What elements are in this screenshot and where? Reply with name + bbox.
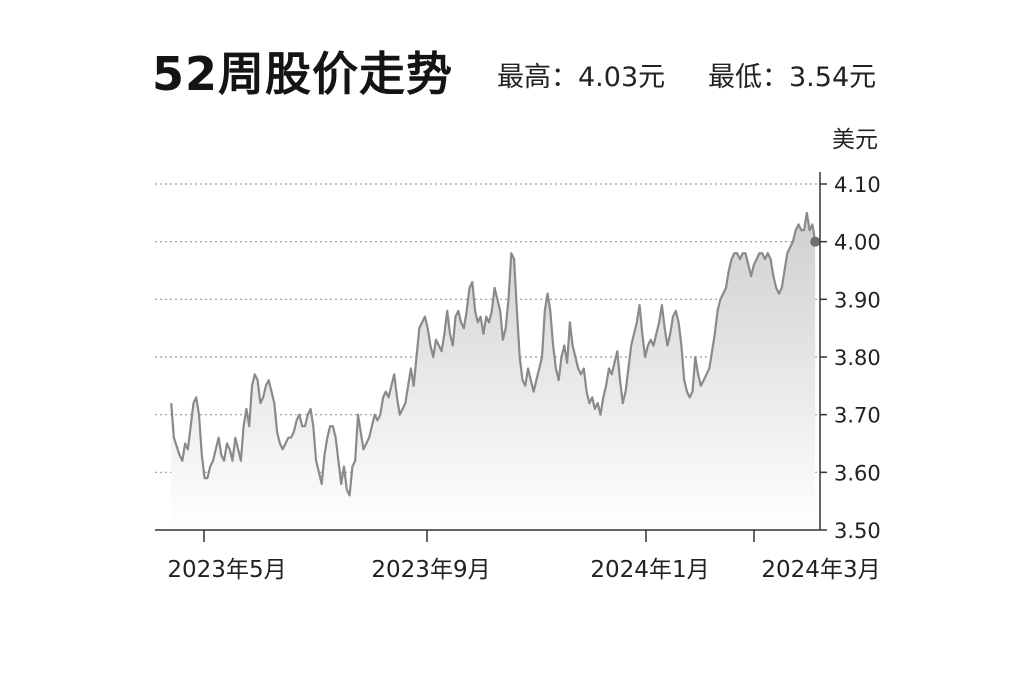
y-tick-label: 3.80 — [834, 346, 881, 370]
y-tick-label: 3.90 — [834, 288, 881, 312]
last-price-marker — [810, 236, 821, 247]
chart-title: 52周股价走势 — [152, 47, 454, 101]
x-tick-labels: 2023年5月 2023年9月 2024年1月 2024年3月 — [167, 530, 881, 583]
y-tick-label: 3.60 — [834, 461, 881, 485]
y-tick-label: 3.70 — [834, 404, 881, 428]
high-price-label: 最高：4.03元 — [497, 62, 666, 93]
price-area-fill — [171, 212, 816, 531]
axes — [155, 172, 821, 531]
y-axis-unit: 美元 — [832, 127, 878, 153]
price-line — [170, 211, 817, 497]
x-tick-label: 2024年3月 — [761, 557, 880, 583]
y-tick-label: 4.00 — [834, 231, 881, 255]
x-tick-label: 2023年5月 — [167, 557, 286, 583]
y-tick-labels: 3.50 3.60 3.70 3.80 3.90 4.00 4.10 — [820, 173, 881, 543]
y-tick-label: 3.50 — [834, 519, 881, 543]
x-tick-label: 2023年9月 — [371, 557, 490, 583]
y-tick-label: 4.10 — [834, 173, 881, 197]
low-price-label: 最低：3.54元 — [708, 62, 877, 93]
x-tick-label: 2024年1月 — [590, 557, 709, 583]
